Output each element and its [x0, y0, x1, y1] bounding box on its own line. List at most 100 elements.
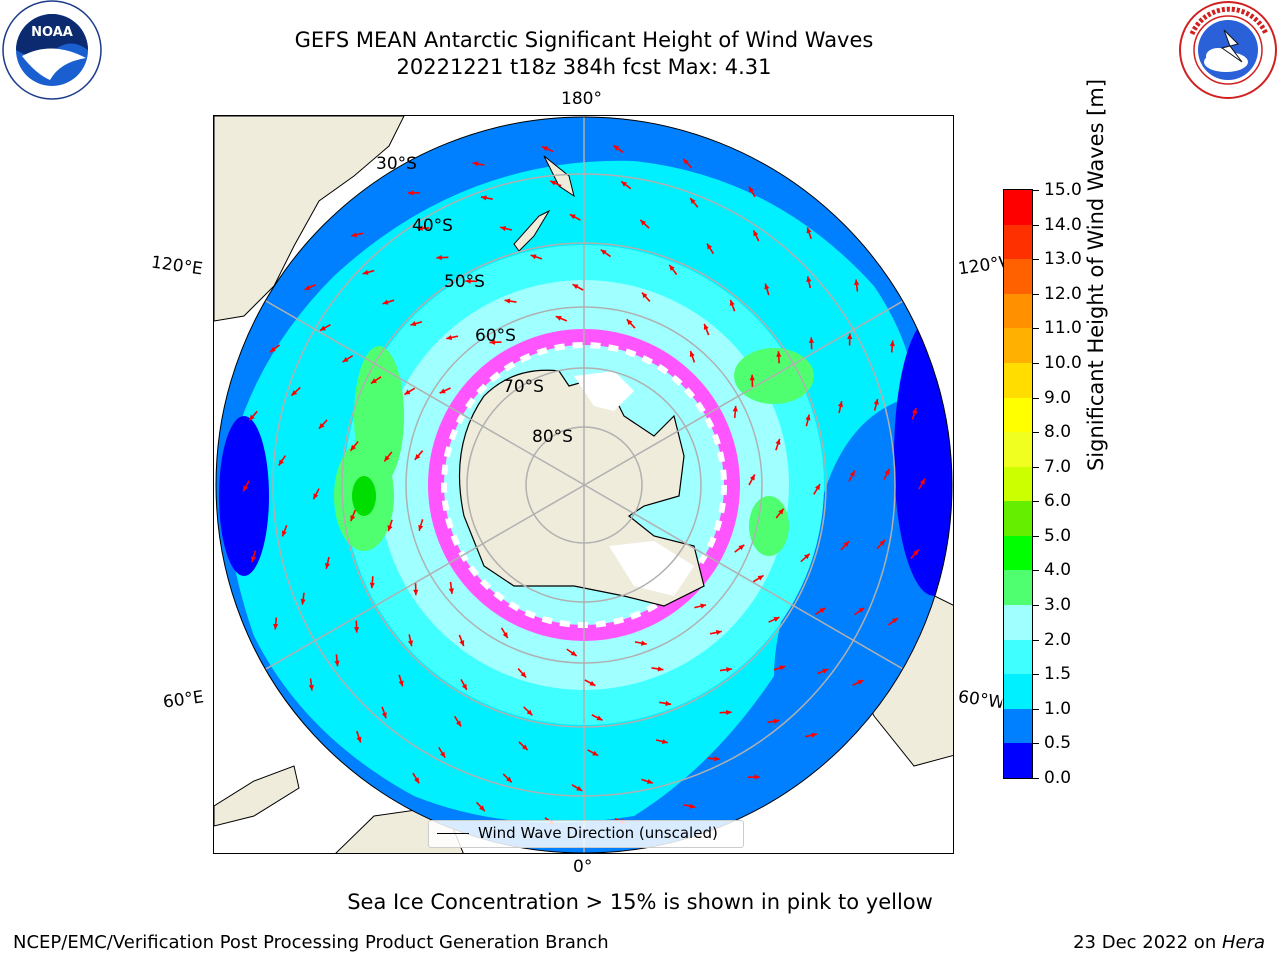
wind-arrow-head [764, 283, 770, 290]
colorbar-tick [1033, 639, 1039, 641]
wind-arrow-head [351, 232, 358, 238]
map-legend: Wind Wave Direction (unscaled) [428, 820, 744, 848]
wind-arrow-head [854, 279, 860, 286]
colorbar-segment [1004, 431, 1032, 467]
colorbar-segment [1004, 673, 1032, 709]
colorbar-tick [1033, 397, 1039, 399]
wind-arrow-head [689, 351, 695, 358]
colorbar-tick [1033, 501, 1039, 503]
colorbar-tick [1033, 328, 1039, 330]
wind-arrow-head [715, 629, 722, 636]
colorbar-tick-label: 12.0 [1044, 283, 1082, 304]
colorbar-tick [1033, 293, 1039, 295]
lat-label-40s: 40°S [412, 216, 453, 236]
colorbar-segment [1004, 397, 1032, 433]
wind-arrow-head [689, 803, 696, 809]
lat-label-30s: 30°S [376, 154, 417, 174]
wind-arrow-head [417, 225, 423, 231]
colorbar-tick [1033, 535, 1039, 537]
wind-arrow-head [459, 640, 465, 647]
wind-arrow-head [410, 321, 417, 327]
wind-arrow-head [502, 632, 508, 639]
wind-arrow-head [806, 227, 812, 234]
wind-arrow-head [889, 340, 895, 347]
wind-arrow-head [324, 562, 331, 569]
lat-label-80s: 80°S [532, 427, 573, 447]
wind-arrow-head [592, 750, 599, 756]
colorbar [1003, 189, 1033, 779]
wind-arrow-head [382, 299, 389, 305]
polar-map: 30°S 40°S 50°S 60°S 70°S 80°S [214, 116, 953, 853]
wind-arrow-head [700, 603, 707, 609]
wind-arrow-head [319, 325, 326, 331]
nws-logo [1178, 0, 1280, 100]
wind-arrow-head [757, 575, 764, 581]
wind-arrow-head [775, 438, 781, 445]
lat-label-60s: 60°S [475, 326, 516, 346]
wind-arrow-head [626, 319, 633, 326]
wind-arrow-head [778, 508, 784, 515]
wind-arrow-head [243, 485, 249, 492]
legend-line-symbol [437, 833, 469, 834]
wind-arrow-head [858, 607, 865, 614]
colorbar-tick [1033, 605, 1039, 607]
wind-arrow-head [479, 805, 485, 812]
lon-label-180: 180° [561, 89, 602, 109]
wind-arrow-head [308, 684, 314, 691]
wind-arrow-head [251, 556, 257, 563]
legend-label: Wind Wave Direction (unscaled) [478, 824, 718, 842]
wind-arrow-head [334, 660, 340, 667]
wind-arrow-head [919, 478, 925, 485]
wind-arrow-head [706, 243, 713, 250]
wind-arrow-head [381, 712, 387, 719]
chart-title: GEFS MEAN Antarctic Significant Height o… [294, 28, 874, 52]
wind-arrow-head [806, 276, 812, 283]
colorbar-tick-label: 9.0 [1044, 387, 1072, 408]
wind-arrow-head [779, 665, 786, 671]
wind-arrow-head [530, 254, 537, 260]
colorbar-segment [1004, 362, 1032, 398]
wind-arrow-head [446, 334, 453, 341]
wind-arrow-head [843, 541, 850, 548]
ross-ice-shelf [574, 371, 634, 411]
wind-arrow-head [304, 285, 311, 290]
colorbar-tick-label: 3.0 [1044, 595, 1072, 616]
wind-arrow-head [805, 414, 811, 421]
wind-arrow-head [436, 254, 442, 261]
wind-arrow-head [472, 161, 479, 167]
wind-arrow-head [362, 269, 369, 275]
wind-arrow-head [356, 736, 362, 743]
wind-arrow-head [726, 667, 732, 673]
colorbar-tick-label: 11.0 [1044, 318, 1082, 339]
wind-arrow-head [600, 249, 607, 255]
wind-arrow-head [613, 145, 620, 151]
wind-arrow-head [278, 459, 284, 466]
colorbar-tick [1033, 674, 1039, 676]
wind-arrow-head [749, 374, 755, 381]
footer-date-text: 23 Dec 2022 on [1073, 932, 1222, 953]
colorbar-tick [1033, 778, 1039, 779]
wind-arrow-head [387, 525, 393, 532]
wind-arrow-head [418, 524, 424, 531]
wind-arrow-head [641, 292, 648, 299]
wind-arrow-head [455, 720, 462, 727]
wind-arrow-head [640, 219, 647, 226]
colorbar-tick [1033, 190, 1039, 191]
colorbar-tick-label: 1.0 [1044, 698, 1072, 719]
wind-arrow-head [350, 515, 356, 522]
colorbar-tick [1033, 743, 1039, 745]
colorbar-tick [1033, 570, 1039, 572]
wind-arrow-head [542, 146, 549, 152]
wind-arrow-head [500, 225, 507, 232]
weddell-ice [609, 541, 694, 596]
wind-arrow-head [857, 680, 864, 685]
wind-arrow-head [439, 388, 446, 394]
colorbar-segment [1004, 258, 1032, 294]
wind-arrow-head [465, 278, 471, 284]
wind-arrow-head [640, 640, 647, 646]
wind-arrow-head [506, 776, 512, 783]
colorbar-segment [1004, 327, 1032, 363]
wind-arrow-head [753, 230, 759, 237]
wind-arrow-head [879, 539, 885, 546]
wind-arrow-head [669, 264, 675, 271]
